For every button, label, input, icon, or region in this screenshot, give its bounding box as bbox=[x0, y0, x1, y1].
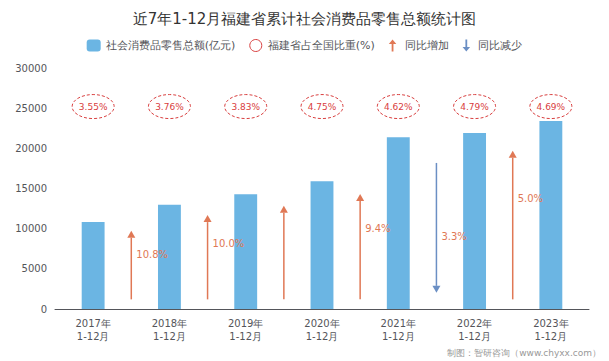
svg-text:5000: 5000 bbox=[22, 263, 47, 274]
svg-text:10.8%: 10.8% bbox=[136, 249, 168, 260]
svg-text:2023年: 2023年 bbox=[533, 318, 568, 329]
svg-text:9.4%: 9.4% bbox=[365, 223, 390, 234]
svg-text:2022年: 2022年 bbox=[457, 318, 492, 329]
svg-text:制图：智研咨询（www.chyxx.com）: 制图：智研咨询（www.chyxx.com） bbox=[447, 348, 601, 358]
svg-text:近7年1-12月福建省累计社会消费品零售总额统计图: 近7年1-12月福建省累计社会消费品零售总额统计图 bbox=[133, 10, 477, 28]
svg-text:10.0%: 10.0% bbox=[213, 238, 245, 249]
svg-text:30000: 30000 bbox=[15, 63, 47, 74]
svg-text:1-12月: 1-12月 bbox=[306, 331, 339, 342]
svg-text:2017年: 2017年 bbox=[75, 318, 110, 329]
svg-text:2018年: 2018年 bbox=[152, 318, 187, 329]
svg-text:3.3%: 3.3% bbox=[441, 231, 466, 242]
svg-text:4.75%: 4.75% bbox=[308, 102, 337, 112]
svg-text:社会消费品零售总额(亿元): 社会消费品零售总额(亿元) bbox=[106, 39, 236, 52]
svg-text:15000: 15000 bbox=[15, 183, 47, 194]
svg-text:同比增加: 同比增加 bbox=[405, 39, 449, 52]
svg-text:1-12月: 1-12月 bbox=[77, 331, 110, 342]
svg-text:同比减少: 同比减少 bbox=[478, 39, 522, 52]
svg-text:福建省占全国比重(%): 福建省占全国比重(%) bbox=[268, 39, 375, 52]
svg-text:2020年: 2020年 bbox=[304, 318, 339, 329]
svg-text:25000: 25000 bbox=[15, 103, 47, 114]
svg-text:1-12月: 1-12月 bbox=[153, 331, 186, 342]
svg-text:4.62%: 4.62% bbox=[384, 102, 413, 112]
svg-text:5.0%: 5.0% bbox=[518, 193, 543, 204]
svg-text:3.83%: 3.83% bbox=[231, 102, 260, 112]
svg-text:2019年: 2019年 bbox=[228, 318, 263, 329]
svg-text:10000: 10000 bbox=[15, 223, 47, 234]
svg-text:1-12月: 1-12月 bbox=[535, 331, 568, 342]
svg-text:3.76%: 3.76% bbox=[155, 102, 184, 112]
svg-text:3.55%: 3.55% bbox=[79, 102, 108, 112]
svg-text:20000: 20000 bbox=[15, 143, 47, 154]
svg-text:4.79%: 4.79% bbox=[460, 102, 489, 112]
svg-text:0: 0 bbox=[41, 304, 47, 315]
svg-text:1-12月: 1-12月 bbox=[458, 331, 491, 342]
svg-text:1-12月: 1-12月 bbox=[382, 331, 415, 342]
svg-text:4.69%: 4.69% bbox=[537, 102, 566, 112]
svg-text:1-12月: 1-12月 bbox=[229, 331, 262, 342]
svg-text:2021年: 2021年 bbox=[381, 318, 416, 329]
